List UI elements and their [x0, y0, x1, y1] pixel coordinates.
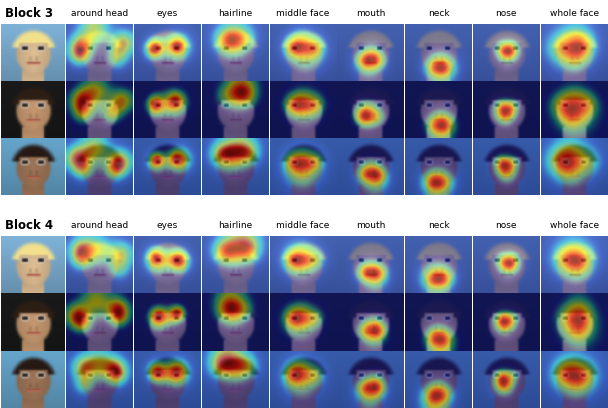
Text: mouth: mouth	[356, 9, 385, 18]
Text: eyes: eyes	[157, 221, 178, 230]
Text: neck: neck	[427, 9, 449, 18]
Text: nose: nose	[496, 221, 517, 230]
Text: middle face: middle face	[276, 9, 330, 18]
Text: neck: neck	[427, 221, 449, 230]
Text: nose: nose	[496, 9, 517, 18]
Text: hairline: hairline	[218, 9, 252, 18]
Text: around head: around head	[71, 9, 128, 18]
Text: eyes: eyes	[157, 9, 178, 18]
Text: Block 3: Block 3	[5, 7, 54, 20]
Text: hairline: hairline	[218, 221, 252, 230]
Text: Block 4: Block 4	[5, 219, 54, 232]
Text: middle face: middle face	[276, 221, 330, 230]
Text: whole face: whole face	[550, 221, 599, 230]
Text: whole face: whole face	[550, 9, 599, 18]
Text: around head: around head	[71, 221, 128, 230]
Text: mouth: mouth	[356, 221, 385, 230]
